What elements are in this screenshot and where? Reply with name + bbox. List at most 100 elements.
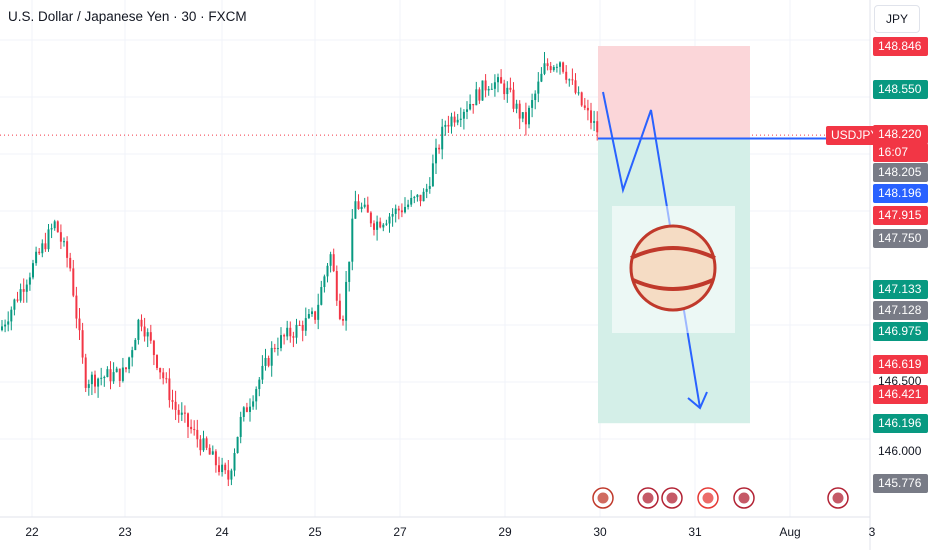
candle-body [106, 369, 109, 378]
candle-body [156, 355, 158, 368]
candle-body [87, 384, 90, 388]
candle-body [13, 299, 16, 310]
candle-body [292, 336, 295, 338]
candle-body [32, 263, 34, 278]
candle-body [103, 377, 106, 379]
candle-body [152, 340, 155, 356]
candle-body [400, 210, 403, 213]
logo-circle [629, 224, 717, 312]
candle-body [137, 319, 140, 340]
candle-body [177, 409, 180, 415]
candle-body [326, 265, 329, 277]
candle-body [165, 378, 168, 380]
candle-body [252, 401, 255, 407]
candle-body [224, 464, 227, 471]
candle-body [146, 332, 149, 337]
candle-body [56, 221, 59, 233]
candle-body [221, 464, 224, 473]
price-badge: 147.128 [873, 301, 928, 320]
candle-body [577, 92, 580, 94]
candle-body [565, 71, 568, 80]
candle-body [230, 470, 233, 480]
candle-body [295, 324, 298, 338]
event-icon [702, 492, 714, 504]
candle-body [410, 197, 413, 205]
candle-body [549, 66, 552, 71]
flash-icon [597, 492, 609, 504]
candle-body [183, 412, 186, 414]
time-label: 24 [215, 525, 229, 539]
us-flag-icon [642, 492, 654, 504]
candle-body [190, 426, 193, 430]
candle-body [586, 107, 589, 111]
candle-body [90, 374, 93, 385]
time-label: 3 [868, 525, 876, 539]
candle-body [428, 186, 431, 189]
candle-body [385, 223, 388, 225]
candle-body [369, 212, 372, 224]
candle-body [435, 147, 437, 164]
candle-body [264, 357, 267, 366]
price-badge: 148.846 [873, 37, 928, 56]
candle-body [16, 299, 19, 301]
candle-body [233, 453, 236, 471]
candle-body [112, 372, 115, 382]
candle-body [335, 271, 338, 301]
candle-body [444, 124, 447, 127]
candle-body [568, 79, 571, 81]
currency-button[interactable]: JPY [874, 5, 920, 33]
candle-body [258, 379, 261, 390]
candle-body [131, 350, 134, 358]
candle-body [407, 204, 410, 207]
candle-body [534, 93, 537, 101]
candle-body [493, 82, 496, 89]
candle-body [50, 228, 53, 230]
candle-body [317, 304, 320, 320]
candle-body [100, 377, 103, 379]
price-badge: 148.205 [873, 163, 928, 182]
candle-body [574, 80, 577, 93]
candle-body [47, 229, 50, 250]
time-label: 22 [25, 525, 39, 539]
stop-loss-zone[interactable] [598, 46, 750, 139]
candle-body [447, 124, 450, 127]
candle-body [304, 318, 307, 331]
candle-body [159, 367, 162, 373]
candle-body [121, 367, 124, 381]
candle-body [583, 105, 586, 108]
candle-body [413, 197, 416, 199]
candle-body [25, 284, 28, 292]
time-label: 27 [393, 525, 407, 539]
candle-body [94, 374, 96, 387]
candle-body [512, 89, 515, 109]
arrow-head-icon [687, 391, 708, 410]
candle-body [196, 429, 199, 440]
time-label: 30 [593, 525, 607, 539]
event-icons[interactable] [592, 487, 849, 509]
candle-body [249, 406, 251, 412]
candle-body [97, 378, 100, 387]
candle-body [559, 62, 561, 67]
candle-body [255, 389, 258, 402]
candle-body [562, 62, 565, 72]
candle-body [109, 369, 112, 382]
candle-body [382, 224, 385, 228]
candle-body [174, 401, 177, 410]
candle-body [521, 112, 524, 119]
candle-body [345, 281, 348, 321]
candle-body [53, 221, 56, 229]
candle-body [571, 79, 574, 81]
candle-body [518, 103, 521, 119]
candle-body [528, 107, 530, 125]
candle-body [81, 330, 84, 358]
watermark-logo [612, 206, 735, 333]
candle-body [205, 438, 208, 448]
candle-body [125, 367, 127, 370]
candle-body [75, 295, 78, 319]
candle-body [168, 378, 171, 401]
candle-body [456, 119, 459, 123]
candle-body [472, 104, 475, 106]
candle-body [363, 204, 366, 207]
candle-body [4, 324, 7, 327]
